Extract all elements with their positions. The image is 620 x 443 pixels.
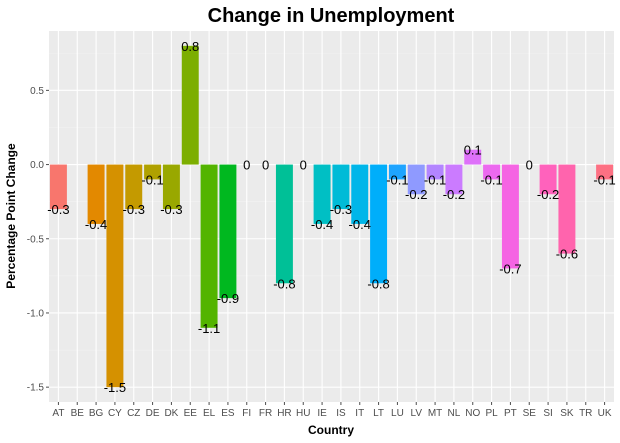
x-tick-label-fi: FI (242, 408, 251, 419)
bar-lv (407, 164, 425, 195)
x-tick-label-ee: EE (184, 408, 198, 419)
x-tick-label-pt: PT (504, 408, 517, 419)
bar-pl (483, 164, 501, 180)
bar-es (219, 164, 237, 299)
data-label-de: -0.1 (141, 172, 163, 187)
bar-sk (558, 164, 576, 254)
x-axis: AT BE BG CY CZ DE DK EE EL ES FI FR HR HU IE IS IT LT LU LV… (52, 402, 612, 419)
data-label-pl: -0.1 (480, 172, 502, 187)
x-tick-label-el: EL (203, 408, 216, 419)
chart-title: Change in Unemployment (208, 5, 455, 27)
data-label-si: -0.2 (537, 187, 559, 202)
x-tick-label-de: DE (146, 408, 160, 419)
y-tick-label: -0.5 (27, 234, 45, 245)
x-tick-label-lu: LU (391, 408, 404, 419)
data-labels: -0.3-0.4-1.5-0.3-0.1-0.30.8-1.1-0.90 0-0.… (47, 39, 616, 395)
data-label-se: 0 (526, 158, 533, 173)
bar-mt (426, 164, 444, 180)
x-tick-label-es: ES (221, 408, 235, 419)
plot-panel (49, 31, 614, 402)
y-tick-label: 0.0 (30, 160, 44, 171)
y-axis: -1.5 -1.0 -0.5 0.0 0.5 (27, 86, 49, 394)
bar-lu (388, 164, 406, 180)
data-label-mt: -0.1 (424, 172, 446, 187)
data-label-cy: -1.5 (104, 380, 126, 395)
data-label-nl: -0.2 (443, 187, 465, 202)
bar-cy (106, 164, 124, 388)
data-label-ie: -0.4 (311, 217, 333, 232)
bar-at (49, 164, 67, 210)
bar-si (539, 164, 557, 195)
bar-hr (275, 164, 293, 284)
x-tick-label-is: IS (336, 408, 346, 419)
bars (49, 45, 614, 388)
data-label-sk: -0.6 (556, 247, 578, 262)
x-tick-label-cz: CZ (127, 408, 140, 419)
x-tick-label-nl: NL (448, 408, 461, 419)
data-label-lv: -0.2 (405, 187, 427, 202)
x-tick-label-pl: PL (485, 408, 498, 419)
data-label-dk: -0.3 (160, 202, 182, 217)
x-tick-label-sk: SK (560, 408, 574, 419)
x-tick-label-at: AT (52, 408, 64, 419)
x-tick-label-hr: HR (277, 408, 291, 419)
data-label-hr: -0.8 (273, 276, 295, 291)
x-tick-label-tr: TR (579, 408, 592, 419)
x-tick-label-fr: FR (259, 408, 272, 419)
data-label-it: -0.4 (349, 217, 371, 232)
bar-nl (445, 164, 463, 195)
data-label-uk: -0.1 (593, 172, 615, 187)
bar-uk (596, 164, 614, 180)
bar-pt (501, 164, 519, 269)
x-tick-label-dk: DK (164, 408, 178, 419)
bar-no (464, 149, 482, 165)
bar-ee (181, 45, 199, 165)
x-tick-label-mt: MT (428, 408, 442, 419)
bar-bg (87, 164, 105, 224)
bar-lt (370, 164, 388, 284)
data-label-is: -0.3 (330, 202, 352, 217)
bar-it (351, 164, 369, 224)
y-tick-label: -1.0 (27, 308, 45, 319)
data-label-cz: -0.3 (123, 202, 145, 217)
bar-ie (313, 164, 331, 224)
y-tick-label: 0.5 (30, 86, 44, 97)
x-axis-title: Country (308, 423, 354, 437)
data-label-pt: -0.7 (499, 261, 521, 276)
y-tick-label: -1.5 (27, 383, 45, 394)
x-tick-label-lv: LV (411, 408, 423, 419)
data-label-at: -0.3 (47, 202, 69, 217)
data-label-ee: 0.8 (181, 39, 199, 54)
data-label-no: 0.1 (464, 143, 482, 158)
x-tick-label-hu: HU (296, 408, 310, 419)
data-label-el: -1.1 (198, 321, 220, 336)
data-label-fi: 0 (243, 158, 250, 173)
x-tick-label-it: IT (355, 408, 364, 419)
y-axis-title: Percentage Point Change (4, 143, 18, 289)
bar-cz (125, 164, 143, 210)
x-tick-label-se: SE (523, 408, 537, 419)
x-tick-label-lt: LT (373, 408, 384, 419)
bar-de (144, 164, 162, 180)
x-tick-label-no: NO (465, 408, 480, 419)
x-tick-label-ie: IE (317, 408, 327, 419)
data-label-bg: -0.4 (85, 217, 107, 232)
data-label-lt: -0.8 (367, 276, 389, 291)
bar-dk (162, 164, 180, 210)
data-label-fr: 0 (262, 158, 269, 173)
x-tick-label-be: BE (71, 408, 85, 419)
data-label-es: -0.9 (217, 291, 239, 306)
x-tick-label-uk: UK (598, 408, 612, 419)
x-tick-label-si: SI (543, 408, 552, 419)
data-label-hu: 0 (300, 158, 307, 173)
x-tick-label-cy: CY (108, 408, 122, 419)
x-tick-label-bg: BG (89, 408, 104, 419)
grid-lines (49, 31, 614, 402)
data-label-lu: -0.1 (386, 172, 408, 187)
bar-el (200, 164, 218, 328)
bar-is (332, 164, 350, 210)
